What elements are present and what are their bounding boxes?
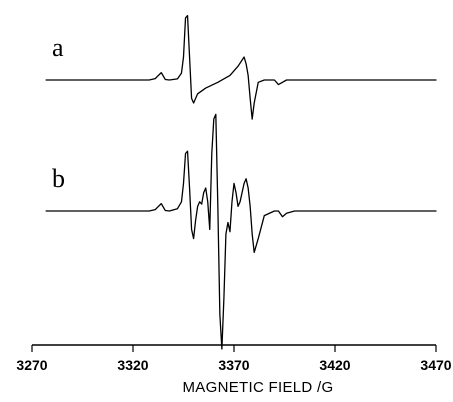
x-tick-label-2: 3370: [218, 357, 249, 373]
trace-b-line: [45, 113, 437, 350]
x-tick-label-4: 3470: [420, 357, 451, 373]
x-axis-ticks: 3270 3320 3370 3420 3470: [16, 345, 452, 373]
trace-a-line: [45, 14, 437, 120]
trace-a-label: a: [52, 33, 64, 62]
x-tick-label-1: 3320: [117, 357, 148, 373]
x-tick-label-0: 3270: [16, 357, 47, 373]
trace-b-label: b: [52, 164, 65, 193]
x-axis-title: MAGNETIC FIELD /G: [183, 379, 334, 396]
x-tick-label-3: 3420: [319, 357, 350, 373]
